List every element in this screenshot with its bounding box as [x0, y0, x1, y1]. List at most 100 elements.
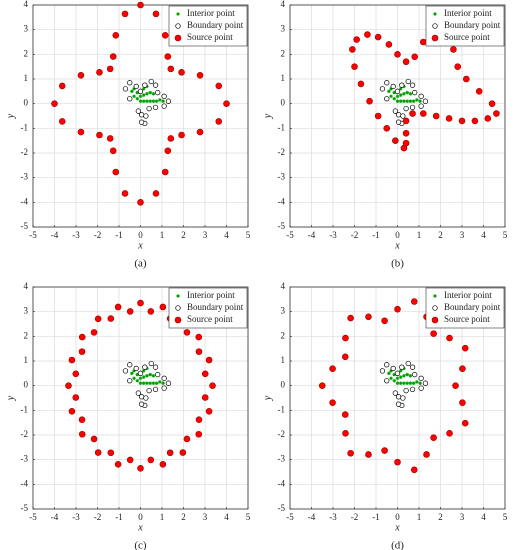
- source-point: [121, 190, 129, 197]
- interior-point: [389, 94, 393, 99]
- interior-point: [135, 372, 140, 377]
- x-tick-label: -3: [329, 230, 337, 240]
- x-tick-label: 4: [481, 230, 486, 240]
- legend-box: [425, 287, 505, 329]
- interior-point: [405, 372, 409, 377]
- interior-point: [405, 90, 409, 95]
- boundary-point: [142, 364, 148, 370]
- source-point: [195, 430, 203, 438]
- interior-point: [141, 381, 146, 385]
- boundary-point: [137, 88, 144, 94]
- y-tick-label: -1: [21, 122, 29, 132]
- interior-point: [392, 378, 397, 383]
- interior-point: [138, 99, 143, 103]
- x-tick-label: -1: [372, 230, 380, 240]
- source-point: [178, 69, 185, 76]
- legend-label: Boundary point: [444, 20, 501, 30]
- source-point: [215, 118, 223, 125]
- boundary-point: [418, 103, 424, 109]
- x-tick-label: 1: [160, 230, 165, 240]
- legend-label: Boundary point: [187, 302, 244, 312]
- subplot: -5 -4 -3 -2 -1 0 1 2 3 4 5 -5 -4 -3 -2 -1 0 1 2 3 4 x y (d) Inte…: [262, 281, 507, 550]
- legend: Interior point Boundary point Source point: [425, 5, 505, 47]
- x-tick-label: 5: [246, 512, 251, 522]
- source-point: [195, 333, 203, 341]
- legend-marker: [431, 34, 439, 42]
- source-point: [342, 334, 349, 342]
- boundary-point: [390, 83, 396, 90]
- source-point: [459, 399, 466, 406]
- source-point: [196, 72, 204, 79]
- boundary-point: [405, 360, 411, 367]
- source-point: [137, 1, 144, 9]
- y-axis-label: y: [5, 395, 16, 401]
- boundary-point: [418, 385, 424, 391]
- source-point: [410, 466, 418, 474]
- source-point: [201, 370, 209, 378]
- source-point: [164, 53, 172, 60]
- source-point: [195, 416, 203, 424]
- y-tick-label: 0: [281, 380, 286, 390]
- source-point: [137, 464, 144, 472]
- source-point: [381, 447, 388, 454]
- source-point: [178, 131, 185, 139]
- axes-frame: [32, 286, 249, 510]
- source-point: [392, 137, 399, 144]
- boundary-point: [418, 375, 424, 381]
- y-tick-label: 4: [24, 0, 29, 9]
- source-point: [96, 69, 103, 76]
- source-point: [430, 330, 437, 337]
- boundary-point: [165, 380, 172, 386]
- source-point: [78, 430, 86, 438]
- legend-box: [168, 287, 248, 329]
- source-point: [114, 461, 122, 468]
- legend-marker: [433, 12, 437, 16]
- source-point: [109, 53, 117, 60]
- legend-marker: [174, 34, 182, 42]
- legend-marker: [433, 294, 437, 298]
- boundary-point: [161, 375, 167, 381]
- source-point: [430, 434, 437, 442]
- interior-point: [398, 99, 403, 103]
- source-point: [402, 139, 410, 147]
- source-point: [159, 461, 167, 468]
- x-tick-label: -1: [372, 512, 380, 522]
- boundary-point: [403, 387, 409, 394]
- boundary-point: [152, 104, 159, 111]
- interior-point: [395, 376, 400, 381]
- x-tick-label: 0: [138, 512, 143, 522]
- boundary-point: [135, 390, 142, 396]
- interior-point: [395, 94, 400, 99]
- interior-point: [148, 90, 152, 95]
- boundary-point: [409, 364, 416, 370]
- interior-point: [151, 381, 156, 385]
- boundary-point: [148, 360, 154, 367]
- source-point: [152, 190, 160, 197]
- source-point: [78, 416, 86, 424]
- interior-point: [145, 92, 149, 96]
- legend-marker: [175, 23, 181, 29]
- source-point: [471, 117, 479, 125]
- y-tick-label: -2: [278, 429, 286, 439]
- legend-label: Interior point: [444, 8, 492, 18]
- interior-point: [135, 378, 140, 383]
- y-tick-label: -1: [21, 404, 29, 414]
- legend: Interior point Boundary point Source point: [168, 287, 248, 329]
- legend: Interior point Boundary point Source point: [168, 5, 248, 47]
- source-point: [329, 365, 336, 372]
- boundary-point: [395, 119, 402, 125]
- x-tick-label: 0: [138, 230, 143, 240]
- interior-point: [389, 87, 393, 91]
- legend-box: [168, 5, 248, 47]
- source-point: [366, 97, 373, 105]
- source-point: [147, 456, 155, 464]
- source-point: [205, 408, 213, 415]
- legend: Interior point Boundary point Source point: [425, 287, 505, 329]
- caption: (b): [391, 258, 404, 270]
- interior-point: [405, 99, 409, 103]
- source-point: [112, 32, 120, 39]
- boundary-point: [399, 364, 405, 370]
- interior-point: [389, 369, 393, 373]
- source-point: [137, 299, 144, 307]
- boundary-point: [418, 93, 424, 99]
